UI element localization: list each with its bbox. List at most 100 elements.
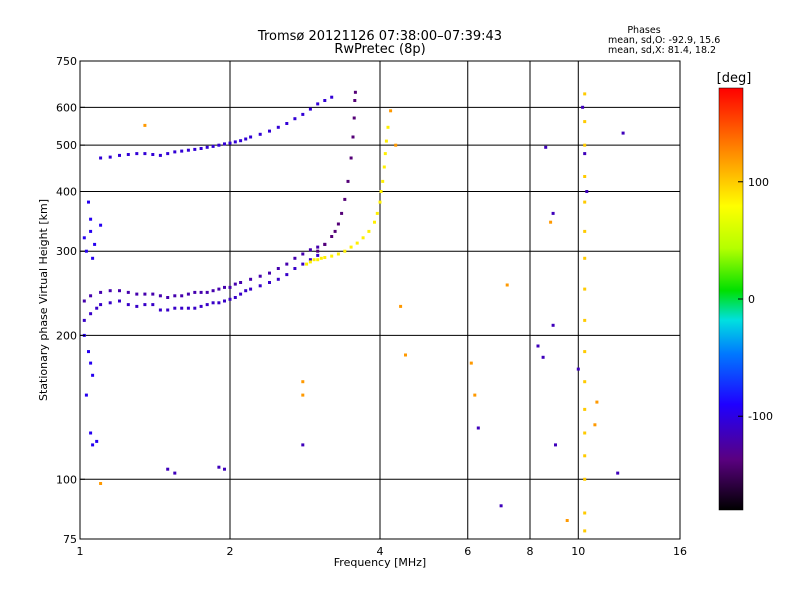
data-point — [99, 156, 103, 160]
data-point — [151, 292, 155, 296]
data-point — [293, 117, 297, 121]
data-point — [583, 92, 587, 96]
data-point — [239, 139, 243, 143]
data-point — [583, 477, 587, 481]
data-point — [583, 350, 587, 354]
data-point — [143, 123, 147, 127]
plot-frame — [79, 60, 681, 540]
data-point — [135, 292, 139, 296]
stats-x-line: mean, sd,X: 81.4, 18.2 — [608, 45, 716, 56]
data-point — [383, 152, 387, 156]
y-tick-label: 500 — [56, 139, 77, 152]
data-point — [173, 150, 177, 154]
data-point — [386, 125, 390, 129]
stats-o-line: mean, sd,O: -92.9, 15.6 — [608, 35, 720, 46]
data-point — [544, 145, 548, 149]
data-point — [316, 102, 320, 106]
data-point — [228, 141, 232, 145]
data-point — [476, 426, 480, 430]
data-point — [583, 431, 587, 435]
data-point — [173, 471, 177, 475]
data-point — [118, 299, 121, 303]
data-point — [93, 242, 97, 246]
data-point — [340, 211, 344, 215]
data-point — [301, 443, 305, 447]
colorbar-tick-label: 100 — [748, 176, 769, 189]
data-point — [108, 301, 112, 305]
data-point — [158, 153, 162, 157]
data-point — [223, 142, 226, 146]
data-point — [135, 152, 139, 156]
data-point — [301, 262, 305, 266]
data-point — [583, 529, 587, 533]
data-point — [249, 277, 253, 281]
data-point — [223, 285, 226, 289]
data-point — [89, 294, 93, 298]
data-point — [89, 217, 93, 221]
data-point — [373, 220, 376, 224]
y-tick-label: 75 — [63, 533, 77, 546]
data-point — [89, 312, 93, 316]
data-point — [205, 290, 209, 294]
chart-subtitle: RwPretec (8p) — [334, 42, 425, 57]
data-point — [211, 301, 215, 305]
data-point — [173, 306, 177, 310]
data-point — [394, 143, 398, 147]
stats-heading: Phases — [627, 25, 660, 36]
data-point — [99, 303, 103, 307]
data-point — [99, 482, 103, 485]
data-point — [346, 179, 350, 183]
data-point — [223, 467, 226, 471]
x-tick-label: 10 — [571, 545, 585, 558]
data-point — [308, 260, 312, 264]
data-point — [89, 229, 93, 233]
data-point — [583, 152, 587, 156]
data-point — [87, 200, 90, 204]
data-point — [82, 318, 86, 322]
data-point — [316, 253, 320, 257]
data-point — [268, 271, 271, 275]
data-point — [583, 511, 587, 515]
data-point — [349, 245, 353, 249]
data-point — [565, 519, 569, 522]
data-point — [89, 431, 93, 435]
data-point — [505, 283, 509, 287]
data-point — [276, 125, 280, 129]
data-point — [351, 135, 355, 139]
data-point — [199, 304, 203, 308]
data-point — [249, 287, 253, 291]
data-point — [551, 323, 555, 327]
colorbar-ticks: 100 0 -100 — [738, 176, 773, 423]
data-point — [389, 109, 393, 113]
data-point — [91, 443, 95, 447]
data-point — [583, 380, 587, 384]
data-point — [336, 222, 340, 226]
data-point — [375, 211, 379, 215]
data-point — [583, 454, 587, 458]
data-point — [258, 132, 262, 136]
data-point — [126, 290, 130, 294]
data-point — [135, 304, 139, 308]
data-point — [239, 281, 243, 284]
data-point — [244, 137, 248, 141]
data-point — [99, 290, 103, 294]
data-point — [583, 120, 587, 124]
data-point — [239, 292, 243, 296]
data-point — [158, 294, 162, 298]
data-point — [323, 242, 327, 246]
data-point — [583, 407, 587, 411]
data-point — [217, 287, 221, 291]
data-point — [217, 465, 221, 469]
data-point — [199, 147, 203, 150]
data-point — [99, 223, 103, 227]
data-point — [151, 303, 155, 307]
data-point — [180, 294, 184, 298]
data-point — [233, 296, 237, 299]
data-point — [193, 147, 197, 151]
data-point — [180, 149, 184, 153]
data-point — [301, 380, 305, 384]
data-point — [316, 258, 320, 262]
data-point — [352, 116, 356, 120]
